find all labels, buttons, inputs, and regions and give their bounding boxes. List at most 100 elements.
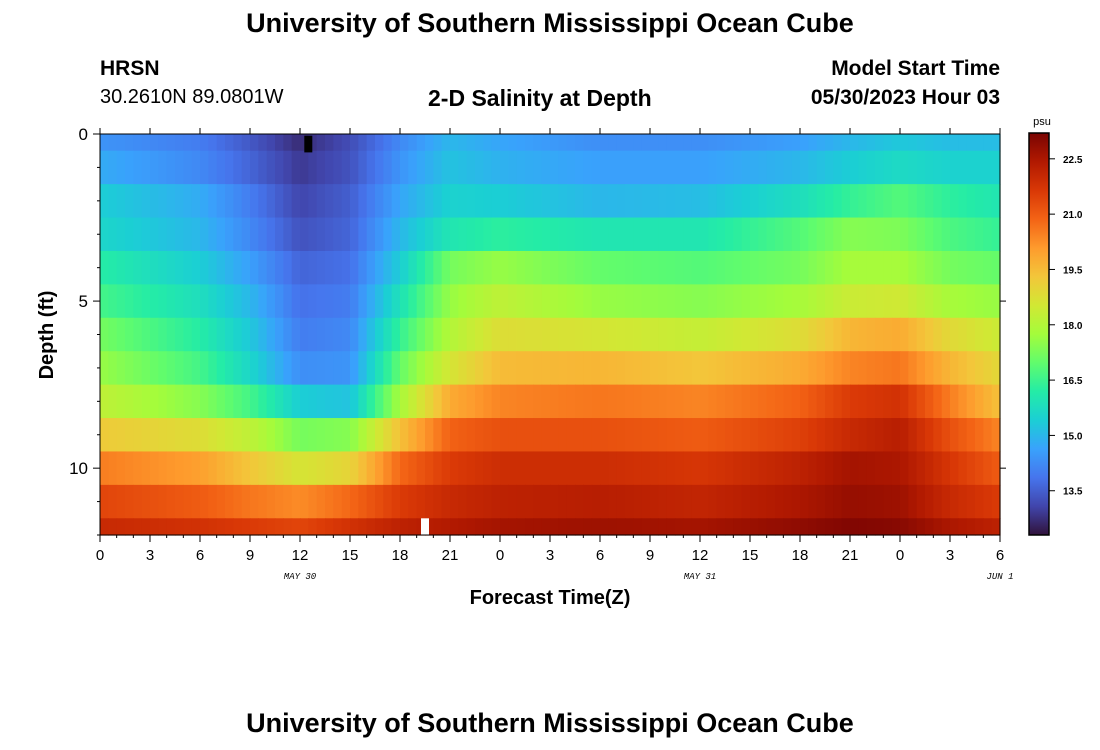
heatmap-cell xyxy=(866,518,876,536)
heatmap-cell xyxy=(725,451,734,486)
heatmap-cell xyxy=(291,418,301,453)
heatmap-cell xyxy=(608,284,618,319)
x-tick-label: 9 xyxy=(246,547,254,564)
heatmap-cell xyxy=(650,284,659,319)
heatmap-cell xyxy=(416,184,426,219)
heatmap-cell xyxy=(575,317,584,352)
heatmap-cell xyxy=(750,484,759,519)
heatmap-cell xyxy=(125,418,134,453)
heatmap-cell xyxy=(225,317,234,352)
heatmap-cell xyxy=(416,134,426,152)
heatmap-cell xyxy=(716,317,726,352)
heatmap-cell xyxy=(433,451,443,486)
heatmap-cell xyxy=(550,384,559,419)
heatmap-cell xyxy=(808,484,818,519)
heatmap-cell xyxy=(483,518,493,536)
heatmap-cell xyxy=(666,418,676,453)
heatmap-cell xyxy=(225,150,234,185)
heatmap-cell xyxy=(525,484,534,519)
heatmap-cell xyxy=(858,384,868,419)
heatmap-cell xyxy=(900,150,909,185)
heatmap-cell xyxy=(633,351,643,386)
heatmap-cell xyxy=(133,351,143,386)
heatmap-cell xyxy=(575,184,584,219)
heatmap-cell xyxy=(250,484,259,519)
heatmap-cell xyxy=(858,518,868,536)
heatmap-cell xyxy=(766,317,776,352)
heatmap-cell xyxy=(841,184,851,219)
heatmap-cell xyxy=(191,134,201,152)
heatmap-cell xyxy=(516,150,526,185)
heatmap-cell xyxy=(858,150,868,185)
heatmap-cell xyxy=(658,284,668,319)
heatmap-cell xyxy=(166,217,176,252)
heatmap-cell xyxy=(691,150,701,185)
heatmap-cell xyxy=(625,384,634,419)
heatmap-cell xyxy=(116,284,126,319)
heatmap-cell xyxy=(666,317,676,352)
heatmap-cell xyxy=(641,184,651,219)
heatmap-cell xyxy=(766,418,776,453)
heatmap-cell xyxy=(133,384,143,419)
heatmap-cell xyxy=(300,217,309,252)
heatmap-cell xyxy=(991,217,1001,252)
heatmap-cell xyxy=(216,384,226,419)
heatmap-cell xyxy=(958,384,968,419)
heatmap-cell xyxy=(875,418,884,453)
heatmap-cell xyxy=(458,284,468,319)
heatmap-cell xyxy=(741,184,751,219)
heatmap-cell xyxy=(341,317,351,352)
heatmap-cell xyxy=(833,317,843,352)
heatmap-cell xyxy=(375,484,384,519)
heatmap-cell xyxy=(925,250,934,285)
heatmap-cell xyxy=(850,284,859,319)
heatmap-cell xyxy=(108,384,118,419)
heatmap-cell xyxy=(108,518,118,536)
heatmap-cell xyxy=(900,451,909,486)
heatmap-cell xyxy=(291,217,301,252)
heatmap-cell xyxy=(766,451,776,486)
heatmap-cell xyxy=(233,384,243,419)
heatmap-cell xyxy=(741,418,751,453)
heatmap-cell xyxy=(391,150,401,185)
heatmap-cell xyxy=(291,351,301,386)
heatmap-cell xyxy=(666,451,676,486)
heatmap-cell xyxy=(366,484,376,519)
heatmap-cell xyxy=(283,284,293,319)
heatmap-cell xyxy=(375,250,384,285)
heatmap-cell xyxy=(341,451,351,486)
heatmap-cell xyxy=(166,384,176,419)
heatmap-cell xyxy=(383,484,393,519)
heatmap-cell xyxy=(816,250,826,285)
heatmap-cell xyxy=(575,384,584,419)
heatmap-cell xyxy=(675,184,684,219)
heatmap-cell xyxy=(900,484,909,519)
heatmap-cell xyxy=(433,217,443,252)
heatmap-cell xyxy=(241,250,251,285)
heatmap-cell xyxy=(725,484,734,519)
heatmap-cell xyxy=(700,184,709,219)
heatmap-cell xyxy=(775,351,784,386)
heatmap-cell xyxy=(783,418,793,453)
heatmap-cell xyxy=(600,484,609,519)
heatmap-cell xyxy=(975,250,984,285)
heatmap-cell xyxy=(616,317,626,352)
heatmap-cell xyxy=(400,134,409,152)
heatmap-cell xyxy=(833,184,843,219)
heatmap-cell xyxy=(991,484,1001,519)
heatmap-cell xyxy=(408,250,418,285)
heatmap-cell xyxy=(658,250,668,285)
heatmap-cell xyxy=(375,284,384,319)
heatmap-cell xyxy=(100,384,109,419)
heatmap-cell xyxy=(275,317,284,352)
heatmap-cell xyxy=(958,418,968,453)
heatmap-cell xyxy=(216,134,226,152)
heatmap-cell xyxy=(683,284,693,319)
heatmap-cell xyxy=(866,418,876,453)
heatmap-cell xyxy=(341,250,351,285)
heatmap-cell xyxy=(316,484,326,519)
heatmap-cell xyxy=(333,484,343,519)
heatmap-cell xyxy=(516,250,526,285)
x-tick-label: 12 xyxy=(692,547,709,564)
heatmap-cell xyxy=(641,134,651,152)
